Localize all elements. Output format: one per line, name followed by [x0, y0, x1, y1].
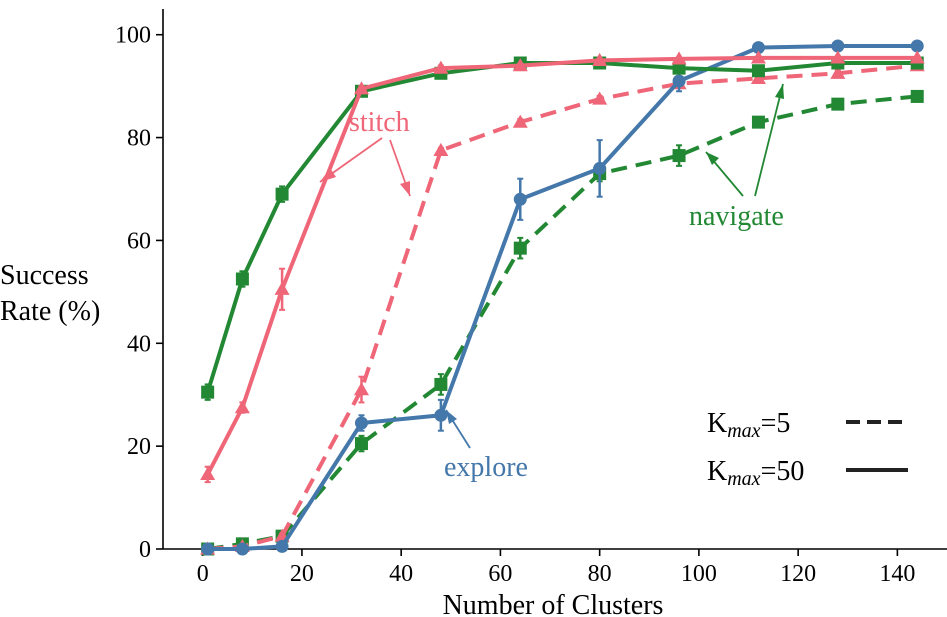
legend-k-50: K [707, 456, 727, 487]
series-stitch-kmax50-point [512, 58, 528, 72]
series-navigate-kmax50-point [275, 187, 289, 201]
series-navigate-kmax50-line [205, 61, 920, 395]
series-explore-point [275, 539, 289, 553]
x-tick-label: 140 [879, 561, 915, 587]
series-navigate-kmax5-point [513, 241, 527, 255]
navigate-arrow-solid [754, 83, 784, 197]
series-explore-point [354, 416, 368, 430]
series-stitch-kmax50-point [592, 52, 608, 67]
x-tick-label: 100 [681, 561, 717, 587]
series-explore-point [513, 192, 527, 206]
annotation-stitch: stitch [349, 107, 410, 138]
series-navigate-kmax5-point [910, 89, 924, 103]
series-explore-point [201, 542, 215, 556]
annotation-navigate: navigate [689, 201, 784, 232]
navigate-arrow-dashed-head [706, 152, 719, 165]
legend-label-kmax-50: Kmax=50 [707, 456, 804, 490]
series-stitch-kmax5-point [592, 91, 608, 105]
series-stitch-kmax5-point [353, 382, 369, 396]
series-navigate-kmax50-point [751, 64, 765, 78]
legend-k-5: K [707, 408, 727, 439]
series-stitch-kmax50-point [830, 50, 846, 64]
series-navigate-kmax5-point [831, 97, 845, 111]
series-explore-point [910, 39, 924, 53]
y-tick-label: 60 [127, 228, 151, 254]
axis-titles: Number of Clusters Success Rate (%) [0, 260, 663, 617]
series-stitch-kmax50-point [274, 281, 290, 295]
y-tick-label: 0 [139, 537, 151, 563]
series-stitch-kmax5 [200, 58, 925, 555]
series-explore-point [831, 39, 845, 53]
legend-label-kmax-5: Kmax=5 [707, 408, 790, 442]
axes: 0 20 40 60 80 100 120 140 0 20 40 60 80 100 [115, 9, 947, 587]
annotations: stitch navigate explore [349, 107, 784, 483]
stitch-arrow-solid-head [320, 168, 336, 182]
series-explore-point [434, 408, 448, 422]
series-navigate-kmax5-point [751, 115, 765, 129]
series-stitch-kmax5-point [830, 65, 846, 79]
series-navigate-kmax50-point [672, 61, 686, 75]
series-stitch-kmax50-line [205, 55, 920, 477]
legend-sub-50: max [727, 468, 760, 490]
x-tick-label: 40 [389, 561, 413, 587]
series-explore-point [593, 161, 607, 175]
x-tick-label: 120 [780, 561, 816, 587]
x-tick-label: 80 [588, 561, 612, 587]
series-stitch-kmax50-point [433, 60, 449, 74]
legend-suffix-5: =5 [761, 408, 791, 439]
y-tick-label: 20 [127, 434, 151, 460]
series-navigate-kmax5-point [354, 437, 368, 451]
stitch-arrow-dashed-head [400, 181, 410, 196]
series-explore [201, 39, 924, 556]
series-navigate-kmax50-point [201, 385, 215, 399]
x-axis-title: Number of Clusters [443, 590, 664, 617]
annotation-explore: explore [444, 452, 528, 483]
y-axis-title-line-1: Success [0, 260, 89, 291]
series-explore-point [235, 542, 249, 556]
series-stitch-kmax50-point [671, 51, 687, 65]
x-tick-label: 20 [290, 561, 314, 587]
series-stitch-kmax50 [200, 50, 925, 484]
annotation-arrows [319, 83, 784, 449]
series-navigate-kmax5-point [672, 149, 686, 163]
legend-sub-5: max [727, 420, 760, 442]
series-stitch-kmax50-point [750, 50, 766, 64]
x-tick-label: 0 [197, 561, 209, 587]
series-stitch-kmax50-point [234, 400, 250, 414]
series-stitch-kmax50-point [353, 81, 369, 95]
y-axis-title-line-2: Rate (%) [0, 296, 100, 327]
series-explore-line [205, 44, 920, 551]
x-tick-label: 60 [488, 561, 512, 587]
legend: Kmax=5 Kmax=50 [707, 408, 908, 490]
y-tick-label: 100 [115, 23, 151, 49]
explore-arrow-head [446, 410, 457, 424]
series-stitch-kmax5-point [750, 70, 766, 85]
y-tick-label: 40 [127, 331, 151, 357]
series-explore-point [672, 74, 686, 88]
series-explore-point [751, 41, 765, 55]
series-stitch-kmax5-point [512, 114, 528, 128]
legend-suffix-50: =50 [761, 456, 805, 487]
series-stitch-kmax50-point [200, 466, 216, 481]
navigate-arrow-solid-head [775, 84, 784, 99]
y-tick-label: 80 [127, 126, 151, 152]
series-layer [200, 39, 925, 556]
series-stitch-kmax5-point [433, 142, 449, 157]
series-navigate-kmax50-point [235, 272, 249, 286]
series-navigate-kmax5-point [434, 377, 448, 391]
series-stitch-kmax5-line [207, 63, 918, 551]
series-stitch-kmax50-point [909, 50, 925, 64]
